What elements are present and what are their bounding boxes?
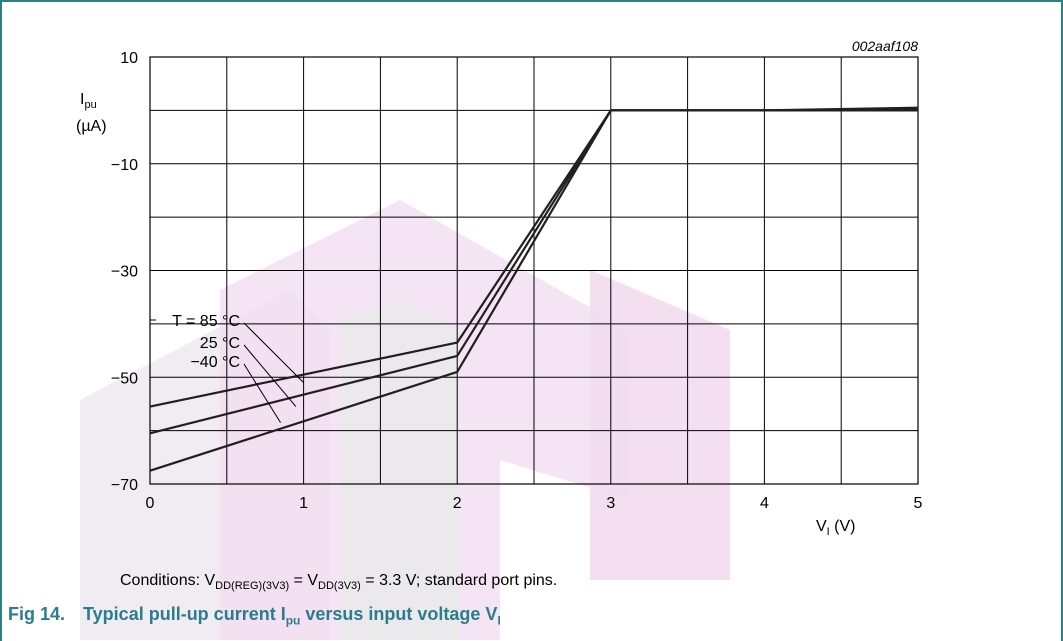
conditions-prefix: Conditions:	[120, 572, 205, 589]
conditions-v1: V	[204, 572, 216, 589]
series-leader-0	[243, 322, 304, 383]
caption-text-a: Typical pull-up current I	[83, 604, 286, 624]
caption-text-b: versus input voltage V	[300, 604, 498, 624]
y-axis-label-sub: pu	[84, 99, 96, 111]
conditions-v2-sub: DD(3V3)	[318, 580, 361, 593]
x-tick-label: 5	[914, 495, 923, 512]
x-tick-labels: 0 1 2 3 4 5	[146, 495, 923, 512]
series-label-2: −40 °C	[190, 354, 240, 371]
x-axis-label-sub: I	[827, 526, 830, 538]
y-tick-label: 10	[120, 50, 138, 67]
y-axis-label-main: I	[80, 91, 84, 108]
conditions-note: Conditions: VDD(REG)(3V3) = VDD(3V3) = 3…	[120, 572, 557, 592]
y-tick-label: −10	[111, 157, 138, 174]
y-tick-label: −30	[111, 264, 138, 281]
y-axis-unit: (µA)	[76, 118, 107, 135]
caption-sub-a: pu	[285, 613, 301, 628]
conditions-v1-sub: DD(REG)(3V3)	[215, 580, 290, 593]
x-axis-label: VI (V)	[816, 518, 856, 538]
y-tick-label: −70	[111, 477, 138, 494]
x-tick-label: 3	[606, 495, 615, 512]
series-leader-1	[243, 344, 297, 407]
x-tick-label: 1	[299, 495, 308, 512]
series-label-0: T = 85 °C	[172, 313, 240, 330]
nxp-logo-watermark	[80, 200, 730, 640]
conditions-equals: =	[289, 572, 308, 589]
series-line-2	[149, 109, 918, 472]
conditions-v2: V	[307, 572, 319, 589]
x-axis-label-main: V	[816, 518, 827, 535]
conditions-suffix: = 3.3 V; standard port pins.	[360, 572, 558, 589]
y-tick-labels: 10 −10 −30 −50 −70	[111, 50, 138, 494]
series-labels: T = 85 °C 25 °C −40 °C	[172, 313, 240, 371]
x-tick-label: 4	[760, 495, 769, 512]
x-tick-label: 2	[453, 495, 462, 512]
x-tick-label: 0	[146, 495, 155, 512]
x-axis-label-unit: (V)	[830, 518, 856, 535]
figure-caption: Fig 14. Typical pull-up current Ipu versu…	[8, 604, 501, 628]
series-label-leaders	[150, 319, 304, 423]
y-axis-label: Ipu	[80, 91, 97, 111]
figure-code: 002aaf108	[852, 38, 918, 54]
figure-number: Fig 14.	[8, 604, 66, 624]
series-label-1: 25 °C	[200, 335, 240, 352]
plot-border	[149, 56, 919, 485]
caption-sub-b: I	[497, 613, 501, 628]
series-leader-2	[243, 363, 281, 423]
y-tick-label: −50	[111, 370, 138, 387]
series-lines	[149, 106, 919, 472]
